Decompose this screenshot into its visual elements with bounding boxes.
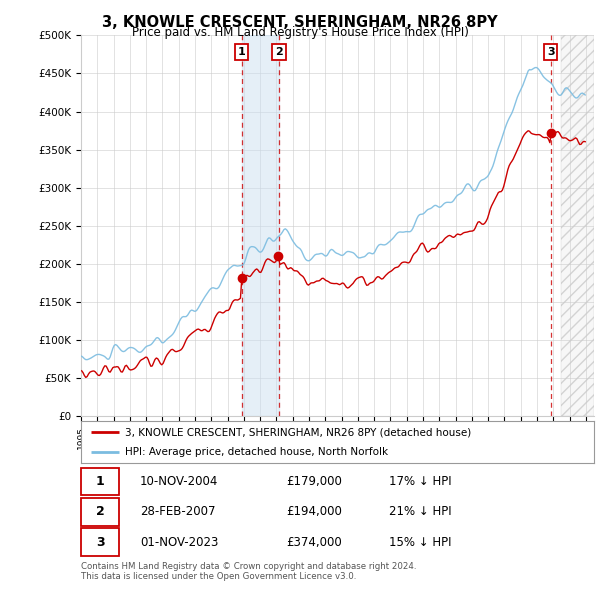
Polygon shape bbox=[562, 35, 594, 416]
Text: 2: 2 bbox=[96, 505, 104, 519]
Text: 15% ↓ HPI: 15% ↓ HPI bbox=[389, 536, 451, 549]
Text: 3: 3 bbox=[96, 536, 104, 549]
Text: 1: 1 bbox=[96, 475, 104, 488]
Text: 28-FEB-2007: 28-FEB-2007 bbox=[140, 505, 215, 519]
Text: 3, KNOWLE CRESCENT, SHERINGHAM, NR26 8PY (detached house): 3, KNOWLE CRESCENT, SHERINGHAM, NR26 8PY… bbox=[125, 427, 471, 437]
Text: HPI: Average price, detached house, North Norfolk: HPI: Average price, detached house, Nort… bbox=[125, 447, 388, 457]
Text: £194,000: £194,000 bbox=[286, 505, 342, 519]
FancyBboxPatch shape bbox=[81, 498, 119, 526]
Text: 1: 1 bbox=[238, 47, 245, 57]
Text: 21% ↓ HPI: 21% ↓ HPI bbox=[389, 505, 451, 519]
Text: 01-NOV-2023: 01-NOV-2023 bbox=[140, 536, 218, 549]
Text: This data is licensed under the Open Government Licence v3.0.: This data is licensed under the Open Gov… bbox=[81, 572, 356, 581]
Text: 2: 2 bbox=[275, 47, 283, 57]
FancyBboxPatch shape bbox=[81, 468, 119, 496]
Text: 17% ↓ HPI: 17% ↓ HPI bbox=[389, 475, 451, 488]
FancyBboxPatch shape bbox=[81, 528, 119, 556]
Text: £374,000: £374,000 bbox=[286, 536, 342, 549]
Bar bbox=[242, 35, 279, 416]
Text: £179,000: £179,000 bbox=[286, 475, 342, 488]
Text: 3, KNOWLE CRESCENT, SHERINGHAM, NR26 8PY: 3, KNOWLE CRESCENT, SHERINGHAM, NR26 8PY bbox=[102, 15, 498, 30]
Text: Contains HM Land Registry data © Crown copyright and database right 2024.: Contains HM Land Registry data © Crown c… bbox=[81, 562, 416, 571]
Text: 10-NOV-2004: 10-NOV-2004 bbox=[140, 475, 218, 488]
Text: Price paid vs. HM Land Registry's House Price Index (HPI): Price paid vs. HM Land Registry's House … bbox=[131, 26, 469, 39]
Text: 3: 3 bbox=[547, 47, 554, 57]
